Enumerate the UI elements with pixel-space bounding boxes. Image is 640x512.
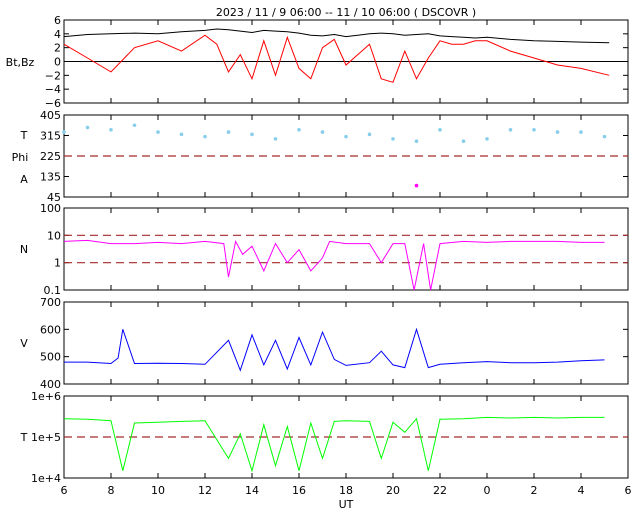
x-tick-label: 12 xyxy=(198,484,212,497)
y-tick-label: −4 xyxy=(45,83,61,96)
y-tick-label: 500 xyxy=(40,351,61,364)
y-tick-label: 2 xyxy=(54,42,61,55)
x-tick-label: 6 xyxy=(625,484,632,497)
density-line xyxy=(63,239,605,291)
x-tick-label: 10 xyxy=(151,484,165,497)
bz-line xyxy=(63,34,610,83)
y-tick-label: 600 xyxy=(40,323,61,336)
y-tick-label: 6 xyxy=(54,14,61,27)
temperature-point xyxy=(273,137,278,141)
temperature-point xyxy=(250,132,254,137)
y-tick-label: 45 xyxy=(47,191,61,204)
x-tick-label: 8 xyxy=(108,484,115,497)
y-axis-label: T xyxy=(20,129,28,142)
x-tick-label: 6 xyxy=(61,484,68,497)
temperature-point xyxy=(320,130,325,134)
y-tick-label: 1e+4 xyxy=(31,472,61,485)
temperature-point xyxy=(367,132,372,137)
temp-line xyxy=(63,416,605,473)
temperature-point xyxy=(226,130,231,134)
temperature-point xyxy=(85,125,90,130)
y-axis-label: A xyxy=(20,173,28,186)
x-tick-label: 4 xyxy=(578,484,585,497)
x-axis-label: UT xyxy=(339,498,354,511)
y-tick-label: 405 xyxy=(40,109,61,122)
temperature-point xyxy=(579,130,583,134)
y-axis-label: N xyxy=(20,243,28,256)
panel-5: 1e+6 1e+5 1e+4 T xyxy=(20,390,629,485)
y-tick-label: 400 xyxy=(40,378,61,391)
y-tick-label: 4 xyxy=(54,28,61,41)
y-tick-label: 700 xyxy=(40,296,61,309)
y-axis-label: V xyxy=(20,337,28,350)
panel-frame xyxy=(63,207,629,291)
phi-point xyxy=(414,183,419,188)
y-tick-label: 315 xyxy=(40,130,61,143)
y-tick-label: −6 xyxy=(45,97,61,110)
temperature-point xyxy=(132,123,137,128)
x-tick-label: 20 xyxy=(386,484,400,497)
temperature-point xyxy=(297,128,301,132)
y-tick-label: 100 xyxy=(40,202,61,215)
y-tick-label: 10 xyxy=(47,229,61,242)
temperature-point xyxy=(532,128,536,132)
temperature-point xyxy=(461,139,466,143)
temperature-point xyxy=(508,128,513,132)
bt-line xyxy=(63,28,610,44)
panel-2: 405 315 225 135 45 T Phi A xyxy=(12,109,629,204)
temperature-point xyxy=(179,132,184,137)
temperature-point xyxy=(203,134,207,139)
y-tick-label: 135 xyxy=(40,171,61,184)
y-tick-label: 1e+6 xyxy=(31,390,61,403)
temperature-point xyxy=(602,134,607,139)
x-tick-label: 0 xyxy=(484,484,491,497)
temperature-point xyxy=(438,128,442,132)
temperature-point xyxy=(555,130,560,134)
panel-frame xyxy=(63,301,629,385)
x-tick-label: 14 xyxy=(245,484,259,497)
y-tick-label: 0.1 xyxy=(44,284,62,297)
panels: 6420−2−4−6Bt,Bz40531522513545TPhiA100101… xyxy=(6,14,629,485)
temperature-point xyxy=(109,128,113,132)
y-axis-label: Phi xyxy=(12,151,29,164)
x-tick-label: 16 xyxy=(292,484,306,497)
temperature-point xyxy=(156,130,160,134)
chart-title: 2023 / 11 / 9 06:00 -- 11 / 10 06:00 ( D… xyxy=(216,6,476,19)
temperature-point xyxy=(414,139,419,143)
x-tick-label: 18 xyxy=(339,484,353,497)
temperature-point xyxy=(391,137,395,141)
x-axis-ticks: 6 8 10 12 14 16 18 20 22 0 2 4 6 xyxy=(61,484,632,497)
y-axis-label: T xyxy=(20,431,28,444)
x-tick-label: 22 xyxy=(433,484,447,497)
y-tick-label: −2 xyxy=(45,69,61,82)
panel-4: 700 600 500 400 V xyxy=(20,296,629,391)
x-tick-label: 2 xyxy=(531,484,538,497)
y-tick-label: 0 xyxy=(54,56,61,69)
y-tick-label: 1 xyxy=(54,257,61,270)
speed-line xyxy=(64,327,605,372)
y-axis-label: Bt,Bz xyxy=(6,56,35,69)
temperature-point xyxy=(485,137,489,141)
y-tick-label: 225 xyxy=(40,150,61,163)
y-tick-label: 1e+5 xyxy=(31,431,61,444)
temperature-point xyxy=(62,130,66,134)
panel-3: 100 10 1 0.1 N xyxy=(20,202,629,297)
temperature-point xyxy=(344,134,348,139)
